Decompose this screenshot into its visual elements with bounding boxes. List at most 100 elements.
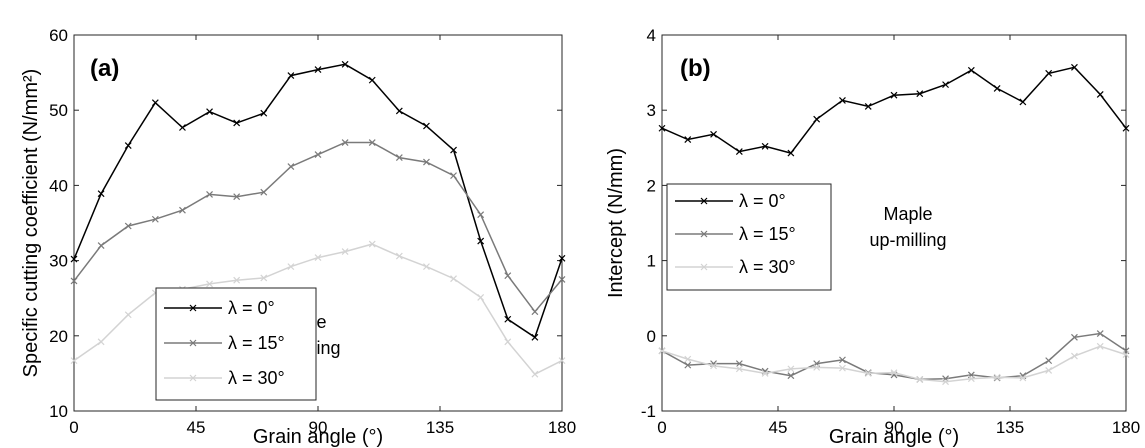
data-point-b-1: [1096, 330, 1104, 337]
data-point-b-0: [1019, 98, 1027, 106]
legend-marker-a-1: [189, 339, 197, 347]
legend-label-a-2: λ = 30°: [228, 368, 285, 388]
x-tick-label-b: 90: [885, 418, 904, 437]
data-point-a-1: [151, 215, 159, 223]
data-point-a-2: [450, 275, 457, 283]
x-tick-label-b: 45: [769, 418, 788, 437]
data-point-b-2: [967, 375, 975, 383]
data-point-b-0: [839, 96, 846, 104]
data-point-b-0: [735, 148, 743, 155]
y-tick-label-a: 50: [49, 101, 68, 120]
data-point-b-1: [787, 372, 795, 380]
data-point-a-1: [260, 188, 268, 196]
data-point-a-1: [341, 139, 349, 146]
data-point-b-2: [813, 363, 821, 371]
data-point-b-2: [684, 355, 692, 363]
y-axis-label-b: Intercept (N/mm): [605, 148, 627, 298]
data-point-b-2: [1019, 374, 1027, 382]
data-point-a-0: [151, 99, 159, 107]
data-point-a-1: [423, 158, 430, 166]
data-point-b-0: [813, 115, 821, 123]
data-point-a-2: [504, 338, 512, 346]
data-point-b-0: [942, 81, 949, 89]
data-point-a-2: [124, 311, 132, 319]
data-point-a-1: [368, 139, 376, 146]
data-point-a-0: [504, 315, 512, 323]
data-point-b-0: [710, 130, 717, 138]
data-point-b-1: [1071, 333, 1078, 341]
data-point-a-2: [368, 240, 376, 248]
data-point-b-1: [1045, 357, 1053, 365]
data-point-a-1: [206, 190, 213, 198]
data-point-a-0: [97, 190, 105, 198]
data-point-a-1: [97, 242, 105, 249]
legend-marker-a-0: [189, 304, 197, 312]
data-point-b-0: [864, 103, 872, 110]
data-point-b-1: [839, 356, 846, 364]
data-point-b-0: [1096, 90, 1104, 98]
data-point-b-0: [1122, 124, 1130, 132]
y-tick-label-a: 10: [49, 402, 68, 421]
panel-label-b: (b): [680, 55, 711, 82]
data-point-b-0: [684, 136, 692, 143]
data-point-a-2: [341, 248, 349, 256]
y-tick-label-b: 2: [647, 176, 656, 195]
legend-label-b-2: λ = 30°: [739, 257, 796, 277]
x-tick-label-a: 0: [69, 418, 78, 437]
y-axis-label-a: Specific cutting coefficient (N/mm²): [20, 69, 42, 378]
y-tick-label-a: 20: [49, 327, 68, 346]
data-point-b-2: [735, 365, 743, 373]
legend-label-a-0: λ = 0°: [228, 298, 275, 318]
legend-label-a-1: λ = 15°: [228, 333, 285, 353]
data-point-b-0: [967, 66, 975, 74]
data-point-b-2: [761, 369, 769, 377]
data-point-a-1: [124, 222, 132, 230]
data-point-a-0: [477, 237, 485, 245]
data-point-a-1: [450, 172, 457, 180]
x-tick-label-b: 135: [996, 418, 1024, 437]
chart-panel-a: 0 45 90 135 180 10 20 30 40 50 60 Grain angle (°) Sp…: [20, 26, 576, 448]
data-point-a-0: [70, 255, 78, 263]
x-tick-label-a: 45: [187, 418, 206, 437]
data-point-a-2: [70, 357, 78, 365]
annotation-line-b: up-milling: [869, 230, 946, 250]
y-tick-label-b: 3: [647, 101, 656, 120]
y-tick-label-b: -1: [641, 402, 656, 421]
data-point-b-2: [890, 369, 898, 377]
data-point-b-0: [1071, 63, 1078, 71]
data-point-a-1: [233, 193, 241, 201]
data-point-b-0: [993, 84, 1001, 92]
data-point-a-2: [233, 276, 241, 284]
data-point-a-0: [450, 146, 457, 154]
data-point-a-1: [531, 308, 539, 316]
x-tick-label-a: 180: [548, 418, 576, 437]
data-point-a-0: [314, 66, 322, 74]
data-point-a-2: [423, 263, 430, 271]
legend-label-b-1: λ = 15°: [739, 224, 796, 244]
data-point-b-1: [684, 361, 692, 369]
data-point-a-2: [314, 254, 322, 262]
legend-marker-b-0: [700, 197, 708, 205]
data-point-b-2: [942, 378, 949, 386]
legend-marker-b-2: [700, 263, 708, 271]
x-tick-label-a: 135: [426, 418, 454, 437]
legend-label-b-0: λ = 0°: [739, 191, 786, 211]
data-point-a-0: [206, 108, 213, 116]
data-point-b-2: [787, 365, 795, 373]
data-point-a-2: [287, 263, 295, 271]
data-point-a-1: [504, 272, 512, 280]
data-point-a-1: [287, 163, 295, 171]
data-point-a-0: [558, 254, 566, 262]
y-tick-label-b: 4: [647, 26, 656, 45]
data-point-a-1: [558, 275, 566, 283]
data-point-b-2: [839, 364, 846, 372]
x-axis-label-a: Grain angle (°): [253, 426, 383, 448]
data-point-a-0: [341, 60, 349, 68]
plot-area-a: [73, 34, 563, 412]
data-point-a-2: [558, 357, 566, 365]
data-point-b-2: [1122, 351, 1130, 359]
data-point-a-0: [260, 109, 268, 117]
x-tick-label-b: 180: [1112, 418, 1140, 437]
legend-marker-a-2: [189, 374, 197, 382]
